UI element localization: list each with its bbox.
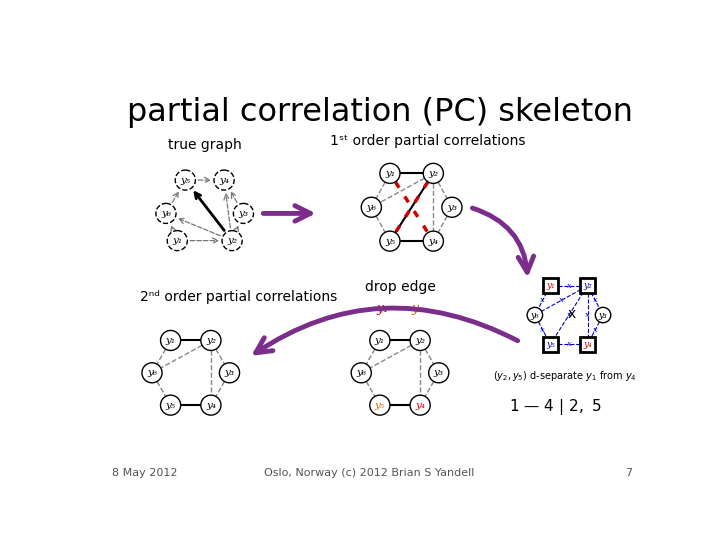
Circle shape: [222, 231, 242, 251]
Text: x: x: [568, 307, 576, 321]
Text: y₃: y₃: [447, 202, 457, 212]
Text: y₄: y₄: [415, 401, 425, 410]
Circle shape: [423, 231, 444, 251]
Text: y₅: y₅: [166, 401, 176, 410]
FancyArrowPatch shape: [256, 308, 518, 353]
Circle shape: [380, 231, 400, 251]
Text: y₁: y₁: [166, 336, 176, 345]
Text: x: x: [593, 296, 598, 305]
Bar: [580, 336, 595, 352]
Text: x: x: [593, 326, 598, 334]
FancyArrowPatch shape: [472, 208, 534, 272]
Text: y₅: y₅: [375, 401, 385, 410]
Text: 1ˢᵗ order partial correlations: 1ˢᵗ order partial correlations: [330, 134, 526, 148]
Circle shape: [201, 330, 221, 350]
Text: x: x: [567, 282, 572, 290]
Circle shape: [156, 204, 176, 224]
Bar: [543, 336, 558, 352]
Text: y₅: y₅: [180, 176, 190, 185]
Text: y₅: y₅: [385, 237, 395, 246]
Text: 2ⁿᵈ order partial correlations: 2ⁿᵈ order partial correlations: [140, 289, 338, 303]
Text: partial correlation (PC) skeleton: partial correlation (PC) skeleton: [127, 97, 633, 128]
Text: y₁: y₁: [385, 169, 395, 178]
Circle shape: [380, 164, 400, 184]
Text: y₁: y₁: [377, 302, 389, 315]
Text: Oslo, Norway (c) 2012 Brian S Yandell: Oslo, Norway (c) 2012 Brian S Yandell: [264, 468, 474, 478]
Circle shape: [201, 395, 221, 415]
Circle shape: [175, 170, 195, 190]
Text: y₆: y₆: [161, 209, 171, 218]
Text: y₃: y₃: [238, 209, 248, 218]
Text: y₂: y₂: [411, 302, 423, 315]
Circle shape: [527, 307, 543, 323]
Text: x: x: [540, 326, 545, 334]
Text: y₃: y₃: [225, 368, 235, 377]
Circle shape: [161, 395, 181, 415]
Circle shape: [423, 164, 444, 184]
Circle shape: [442, 197, 462, 217]
Text: y₁: y₁: [546, 281, 554, 291]
Circle shape: [361, 197, 382, 217]
Text: $(y_2, y_5)\ \mathrm{d\text{-}separate}\ y_1\ \mathrm{from}\ y_4$: $(y_2, y_5)\ \mathrm{d\text{-}separate}\…: [493, 369, 637, 383]
Circle shape: [370, 330, 390, 350]
Text: y₄: y₄: [219, 176, 229, 185]
Text: y₂: y₂: [428, 169, 438, 178]
Bar: [543, 278, 558, 294]
Text: y₆: y₆: [147, 368, 157, 377]
Text: y₄: y₄: [206, 401, 216, 410]
Text: y₁: y₁: [375, 336, 385, 345]
Circle shape: [220, 363, 240, 383]
Circle shape: [161, 330, 181, 350]
Text: true graph: true graph: [168, 138, 242, 152]
Bar: [580, 278, 595, 294]
Text: y₆: y₆: [366, 202, 377, 212]
Text: y₄: y₄: [428, 237, 438, 246]
Circle shape: [233, 204, 253, 224]
Text: x: x: [567, 340, 572, 348]
Text: y₆: y₆: [356, 368, 366, 377]
Text: x: x: [567, 311, 572, 319]
Text: y₃: y₃: [433, 368, 444, 377]
Circle shape: [410, 395, 431, 415]
Text: y₁: y₁: [172, 236, 182, 245]
Circle shape: [214, 170, 234, 190]
Text: y₃: y₃: [598, 310, 608, 320]
Text: y₂: y₂: [206, 336, 216, 345]
Text: 8 May 2012: 8 May 2012: [112, 468, 177, 478]
Text: 7: 7: [626, 468, 632, 478]
Circle shape: [410, 330, 431, 350]
Text: y₅: y₅: [546, 340, 554, 349]
Text: y₂: y₂: [227, 236, 237, 245]
Text: x: x: [585, 311, 590, 319]
Circle shape: [595, 307, 611, 323]
Circle shape: [142, 363, 162, 383]
Circle shape: [167, 231, 187, 251]
Text: x: x: [559, 296, 564, 305]
Text: y₂: y₂: [583, 281, 592, 291]
Circle shape: [428, 363, 449, 383]
Text: y₄: y₄: [583, 340, 592, 349]
Text: y₂: y₂: [415, 336, 425, 345]
Text: x: x: [540, 296, 545, 305]
Circle shape: [370, 395, 390, 415]
Text: $1\ \mathrm{—}\ 4\ |\ 2,\ 5$: $1\ \mathrm{—}\ 4\ |\ 2,\ 5$: [509, 397, 601, 417]
Circle shape: [351, 363, 372, 383]
Text: drop edge: drop edge: [364, 280, 436, 294]
Text: y₆: y₆: [531, 310, 539, 320]
